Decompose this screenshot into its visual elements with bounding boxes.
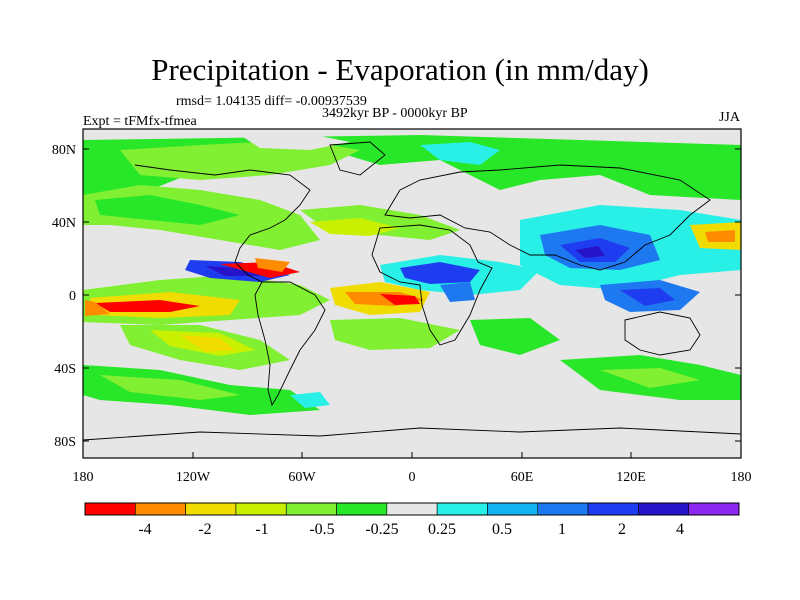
field-region — [120, 140, 360, 180]
lat-label: 80S — [54, 435, 76, 450]
field-region — [620, 288, 675, 306]
field-region — [330, 318, 460, 350]
period-label: 3492kyr BP - 0000kyr BP — [322, 106, 468, 121]
field-region — [95, 195, 240, 225]
coastline-north-america — [134, 164, 311, 283]
lon-label: 60W — [288, 470, 316, 485]
lon-label: 180 — [73, 470, 94, 485]
colorbar-swatch — [84, 502, 136, 516]
field-region — [100, 375, 240, 400]
lon-axis: 180 120W 60W 0 60E 120E 180 — [73, 452, 752, 485]
lon-label: 120E — [616, 470, 646, 485]
field-region — [440, 282, 475, 302]
colorbar-label: 0.5 — [492, 521, 512, 538]
chart-title: Precipitation - Evaporation (in mm/day) — [151, 52, 649, 87]
colorbar-label: -0.25 — [365, 521, 398, 538]
coastline-antarctica — [83, 427, 741, 441]
colorbar-swatch — [688, 502, 740, 516]
lat-label: 40N — [52, 216, 76, 231]
lat-label: 80N — [52, 143, 76, 158]
field-region — [400, 262, 480, 284]
field-region — [85, 300, 110, 316]
colorbar-swatch — [336, 502, 388, 516]
season-label: JJA — [718, 110, 740, 125]
colorbar-bins — [84, 502, 740, 516]
colorbar-swatch — [135, 502, 186, 516]
colorbar-swatch — [487, 502, 539, 516]
colorbar-label: 1 — [558, 521, 566, 538]
lat-axis: 80N 40N 0 40S 80S — [52, 143, 741, 450]
lon-label: 0 — [409, 470, 416, 485]
lat-label: 40S — [54, 362, 76, 377]
field-region — [380, 294, 420, 305]
coastline-south-america — [254, 281, 326, 407]
colorbar: -4 -2 -1 -0.5 -0.25 0.25 0.5 1 2 4 — [84, 502, 740, 538]
colorbar-swatch — [386, 502, 438, 516]
colorbar-label: 0.25 — [428, 521, 456, 538]
field-region — [180, 335, 235, 352]
field-region — [420, 142, 500, 165]
field-region — [600, 368, 700, 388]
field-region — [290, 392, 330, 408]
field-region — [705, 230, 735, 242]
colorbar-swatch — [436, 502, 488, 516]
field-region — [240, 132, 350, 150]
colorbar-swatch — [638, 502, 689, 516]
colorbar-swatch — [235, 502, 287, 516]
field-region — [575, 246, 605, 258]
colorbar-label: -0.5 — [309, 521, 334, 538]
lon-label: 120W — [176, 470, 211, 485]
coastline-greenland — [329, 141, 386, 176]
map-field — [83, 129, 741, 458]
coastlines — [83, 141, 741, 441]
lat-label: 0 — [69, 289, 76, 304]
colorbar-frame — [84, 502, 740, 516]
field-region — [95, 300, 200, 312]
coastline-eurasia — [384, 164, 711, 271]
coastline-africa — [371, 224, 493, 346]
field-region — [205, 266, 262, 276]
colorbar-label: -1 — [255, 521, 268, 538]
experiment-label: Expt = tFMfx-tfmea — [83, 114, 197, 129]
field-region — [310, 218, 400, 236]
field-region — [255, 258, 290, 272]
lon-label: 180 — [731, 470, 752, 485]
colorbar-swatch — [537, 502, 589, 516]
colorbar-label: 4 — [676, 521, 684, 538]
coastline-australia — [624, 311, 701, 356]
colorbar-label: -2 — [198, 521, 211, 538]
colorbar-label: 2 — [618, 521, 626, 538]
field-region — [470, 318, 560, 355]
colorbar-swatch — [587, 502, 639, 516]
colorbar-label: -4 — [138, 521, 151, 538]
stats-label: rmsd= 1.04135 diff= -0.00937539 — [176, 94, 367, 109]
colorbar-swatch — [185, 502, 237, 516]
colorbar-swatch — [285, 502, 337, 516]
lon-label: 60E — [511, 470, 534, 485]
